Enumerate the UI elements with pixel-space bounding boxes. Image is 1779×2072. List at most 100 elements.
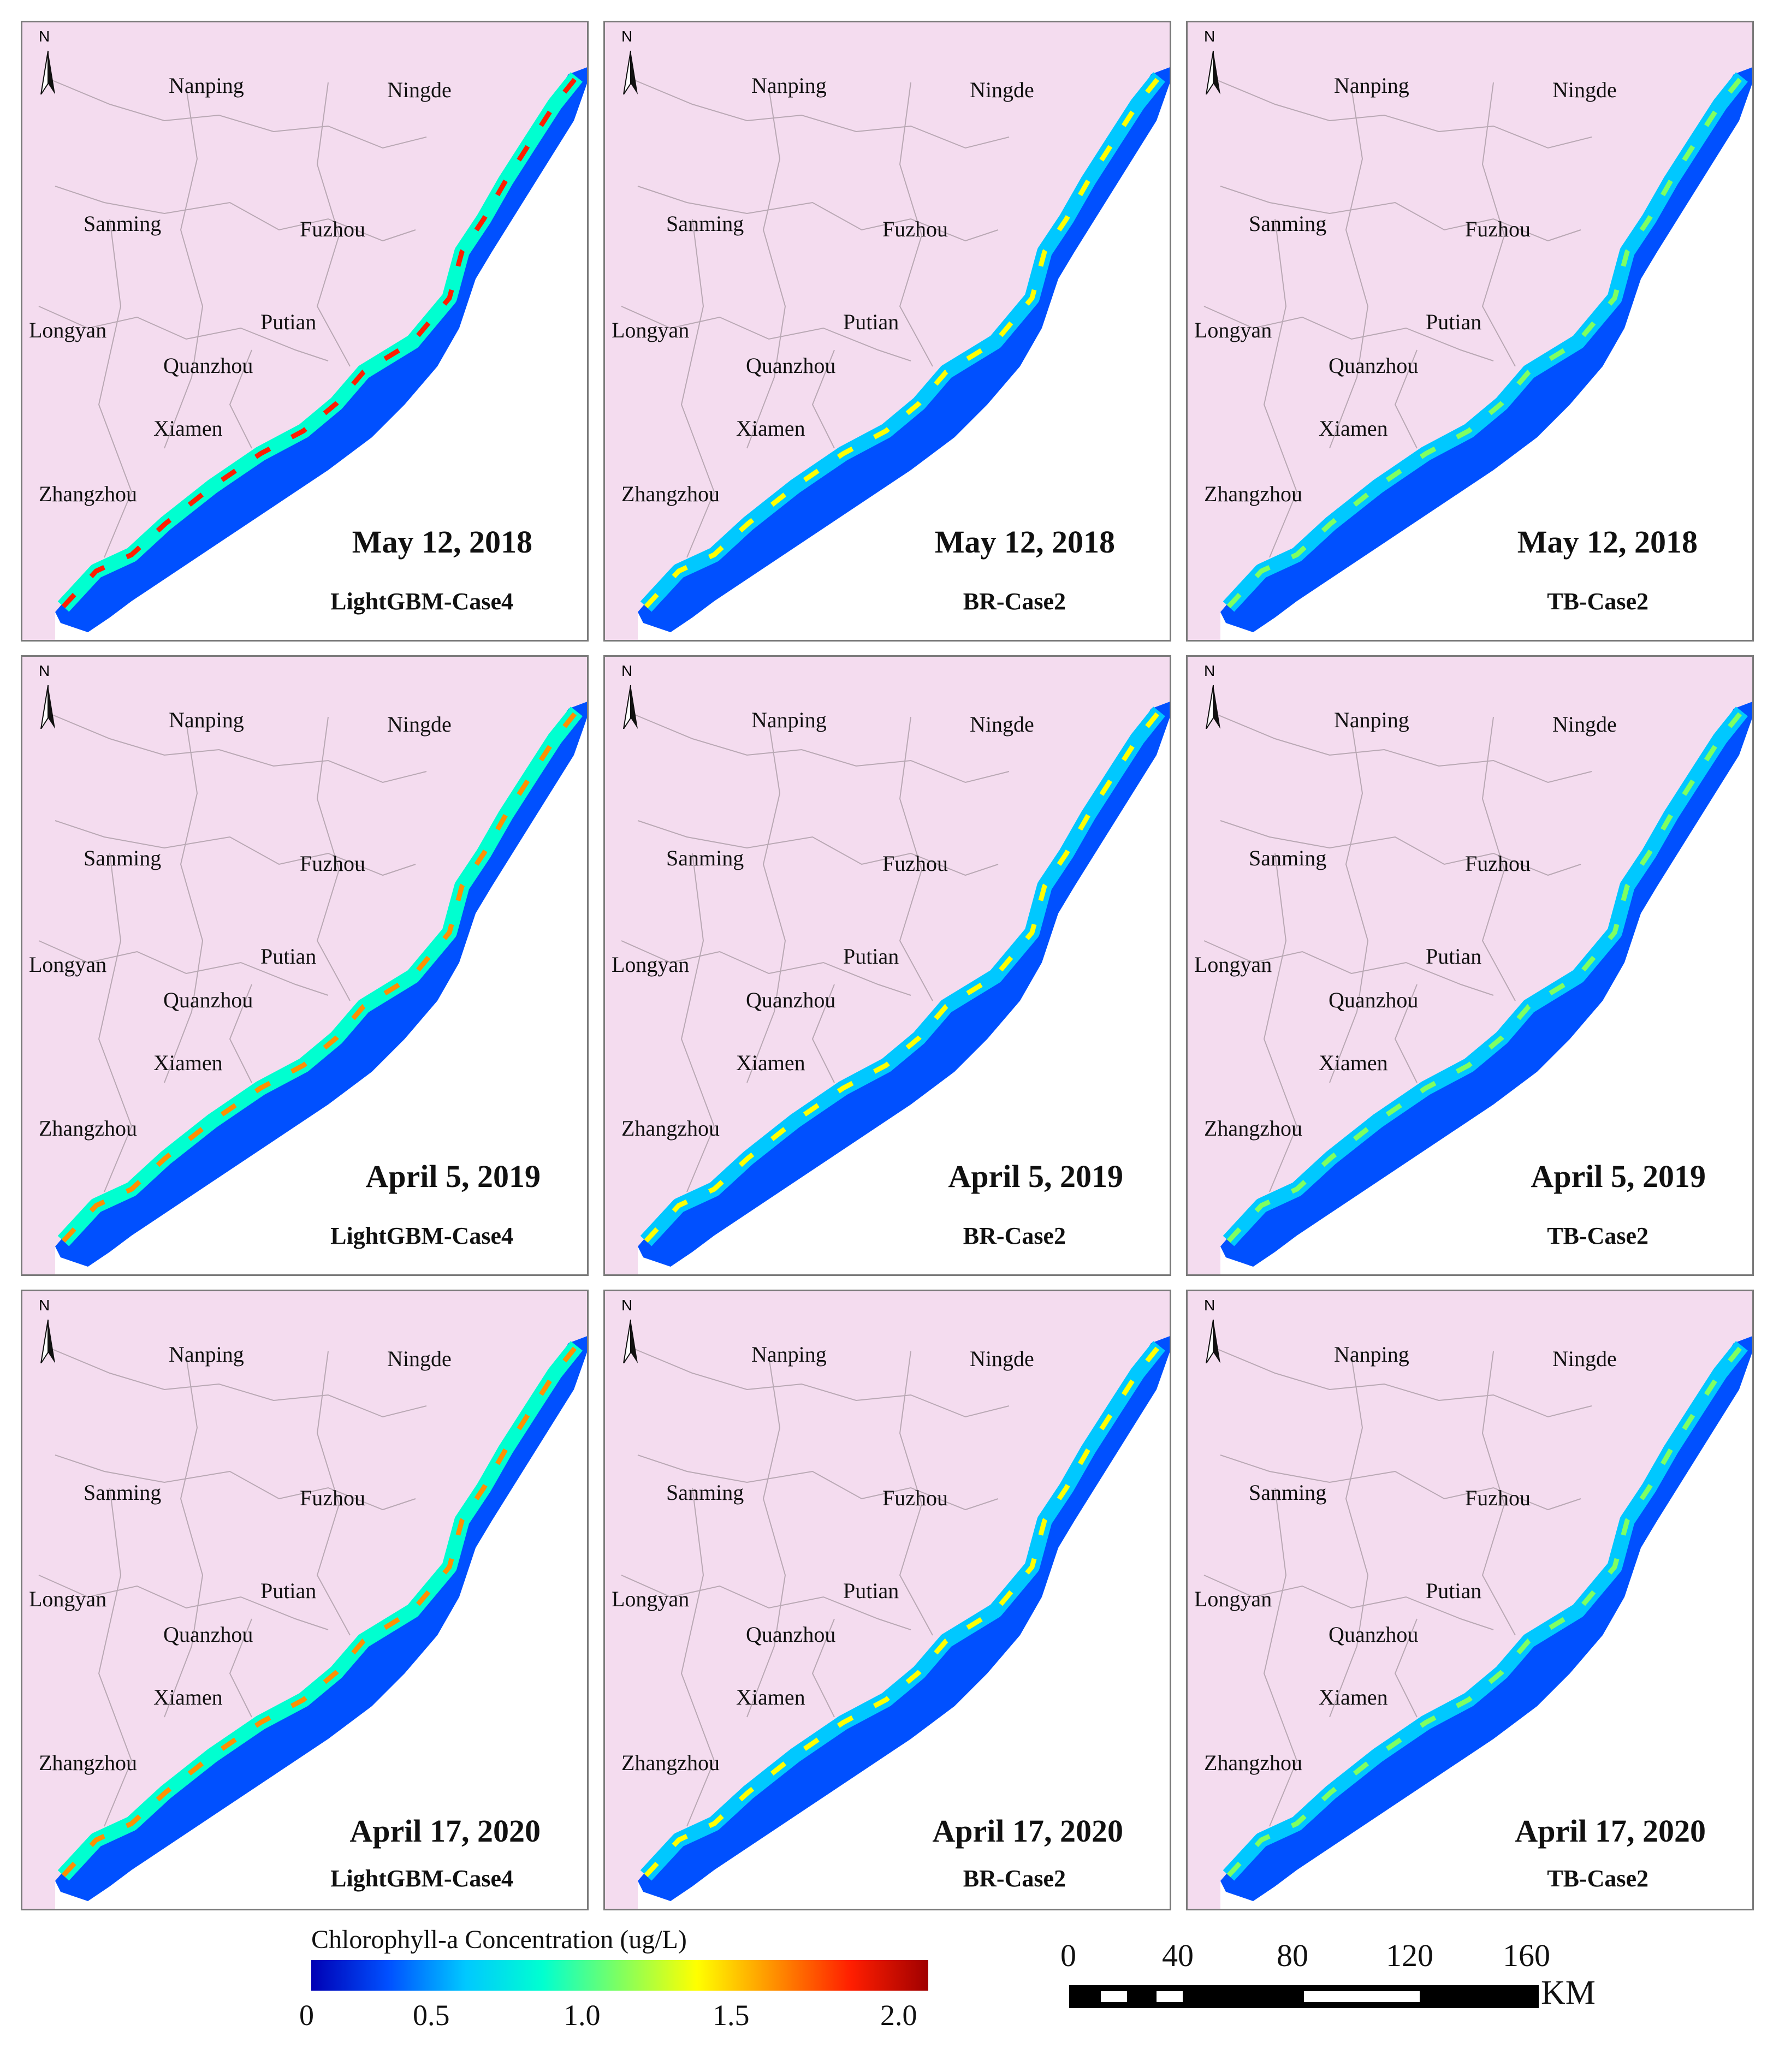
admin-boundary <box>1263 853 1298 1192</box>
north-label: N <box>621 662 633 679</box>
city-label-zhangzhou: Zhangzhou <box>1204 1750 1302 1775</box>
high-chl-patches <box>61 1344 579 1878</box>
admin-boundary <box>746 722 786 1083</box>
admin-boundary <box>98 218 133 558</box>
map-panel: N Nanping Ningde Sanming Fuzhou Longyan Putian… <box>603 1290 1171 1910</box>
open-sea <box>1220 67 1752 640</box>
north-arrow-icon <box>40 50 55 94</box>
city-label-longyan: Longyan <box>1194 1587 1272 1611</box>
city-label-quanzhou: Quanzhou <box>163 1622 253 1647</box>
high-chl-patches <box>1226 710 1744 1243</box>
admin-boundary <box>626 1345 1010 1418</box>
panel-model: TB-Case2 <box>1547 588 1648 615</box>
map-panel: N Nanping Ningde Sanming Fuzhou Longyan Putian… <box>603 655 1171 1276</box>
coastal-water <box>1220 1336 1752 1901</box>
city-label-fuzhou: Fuzhou <box>882 851 948 876</box>
admin-boundary <box>637 1454 999 1511</box>
city-label-fuzhou: Fuzhou <box>1465 1486 1531 1510</box>
city-label-nanping: Nanping <box>751 73 827 98</box>
admin-boundary <box>38 940 329 996</box>
city-label-xiamen: Xiamen <box>153 1050 223 1075</box>
city-label-fuzhou: Fuzhou <box>1465 851 1531 876</box>
city-label-ningde: Ningde <box>970 712 1034 737</box>
city-label-xiamen: Xiamen <box>1319 1685 1388 1709</box>
city-label-ningde: Ningde <box>387 1346 452 1371</box>
map-panel: N Nanping Ningde Sanming Fuzhou Longyan Putian… <box>21 21 589 642</box>
north-label: N <box>1204 28 1215 45</box>
panel-date: April 17, 2020 <box>349 1813 541 1849</box>
city-label-longyan: Longyan <box>29 952 107 977</box>
city-label-putian: Putian <box>843 1578 899 1603</box>
chlorophyll-map <box>605 22 1170 640</box>
scalebar-tick-4: 160 <box>1503 1938 1550 1973</box>
panel-date: April 17, 2020 <box>932 1813 1123 1849</box>
city-label-quanzhou: Quanzhou <box>746 353 836 378</box>
admin-boundary <box>1329 722 1369 1083</box>
admin-boundary <box>1209 711 1592 783</box>
panel-model: TB-Case2 <box>1547 1865 1648 1892</box>
admin-boundary <box>44 76 427 149</box>
colorbar-tick-4: 2.0 <box>880 1999 917 2032</box>
city-label-sanming: Sanming <box>84 211 162 236</box>
city-label-sanming: Sanming <box>84 846 162 870</box>
north-arrow-icon <box>1206 685 1220 729</box>
admin-boundary <box>229 349 252 449</box>
city-label-xiamen: Xiamen <box>153 416 223 441</box>
city-label-ningde: Ningde <box>387 78 452 102</box>
admin-boundary <box>55 1454 416 1511</box>
admin-boundary <box>1209 76 1592 149</box>
admin-boundary <box>899 82 933 367</box>
admin-boundary <box>811 1618 835 1718</box>
city-label-fuzhou: Fuzhou <box>1465 217 1531 241</box>
panel-model: BR-Case2 <box>963 1865 1066 1892</box>
city-label-ningde: Ningde <box>387 712 452 737</box>
admin-boundary <box>164 1356 204 1718</box>
admin-boundary <box>1263 1487 1298 1827</box>
city-label-nanping: Nanping <box>1334 73 1409 98</box>
high-chl-patches <box>1226 1344 1744 1878</box>
colorbar-tick-1: 0.5 <box>413 1999 450 2032</box>
city-label-putian: Putian <box>1426 1578 1482 1603</box>
north-label: N <box>1204 1297 1215 1314</box>
city-label-sanming: Sanming <box>666 1480 744 1505</box>
high-chl-patches <box>61 75 579 609</box>
admin-boundary <box>164 722 204 1083</box>
scalebar-unit: KM <box>1541 1974 1596 2011</box>
coastal-water <box>638 1336 1170 1901</box>
city-label-xiamen: Xiamen <box>1319 416 1388 441</box>
admin-boundary <box>621 940 911 996</box>
admin-boundary <box>44 1345 427 1418</box>
open-sea <box>55 67 587 640</box>
city-label-ningde: Ningde <box>970 1346 1034 1371</box>
coastal-water <box>55 1336 587 1901</box>
city-label-zhangzhou: Zhangzhou <box>1204 482 1302 506</box>
city-label-ningde: Ningde <box>970 78 1034 102</box>
scale-bar <box>1069 1985 1539 2008</box>
panel-date: April 17, 2020 <box>1515 1813 1706 1849</box>
legend-title: Chlorophyll-a Concentration (ug/L) <box>311 1925 687 1954</box>
admin-boundary <box>680 218 715 558</box>
north-arrow-icon <box>40 685 55 729</box>
city-label-quanzhou: Quanzhou <box>746 988 836 1012</box>
panel-date: April 5, 2019 <box>948 1159 1123 1194</box>
coastal-water <box>1220 67 1752 632</box>
north-arrow-icon <box>623 1319 638 1363</box>
admin-boundary <box>316 1351 351 1636</box>
map-panel: N Nanping Ningde Sanming Fuzhou Longyan Putian… <box>1186 21 1754 642</box>
high-chl-patches <box>61 710 579 1243</box>
admin-boundary <box>1203 940 1494 996</box>
panel-model: LightGBM-Case4 <box>330 1865 513 1892</box>
city-label-longyan: Longyan <box>1194 318 1272 342</box>
city-label-quanzhou: Quanzhou <box>746 1622 836 1647</box>
admin-boundary <box>1220 186 1581 242</box>
city-label-putian: Putian <box>1426 944 1482 969</box>
panel-date: May 12, 2018 <box>352 524 532 560</box>
admin-boundary <box>626 76 1010 149</box>
city-label-sanming: Sanming <box>84 1480 162 1505</box>
city-label-longyan: Longyan <box>612 1587 690 1611</box>
city-label-sanming: Sanming <box>666 211 744 236</box>
admin-boundary <box>1481 1351 1516 1636</box>
north-label: N <box>621 28 633 45</box>
city-label-ningde: Ningde <box>1552 1346 1617 1371</box>
city-label-sanming: Sanming <box>1249 211 1327 236</box>
